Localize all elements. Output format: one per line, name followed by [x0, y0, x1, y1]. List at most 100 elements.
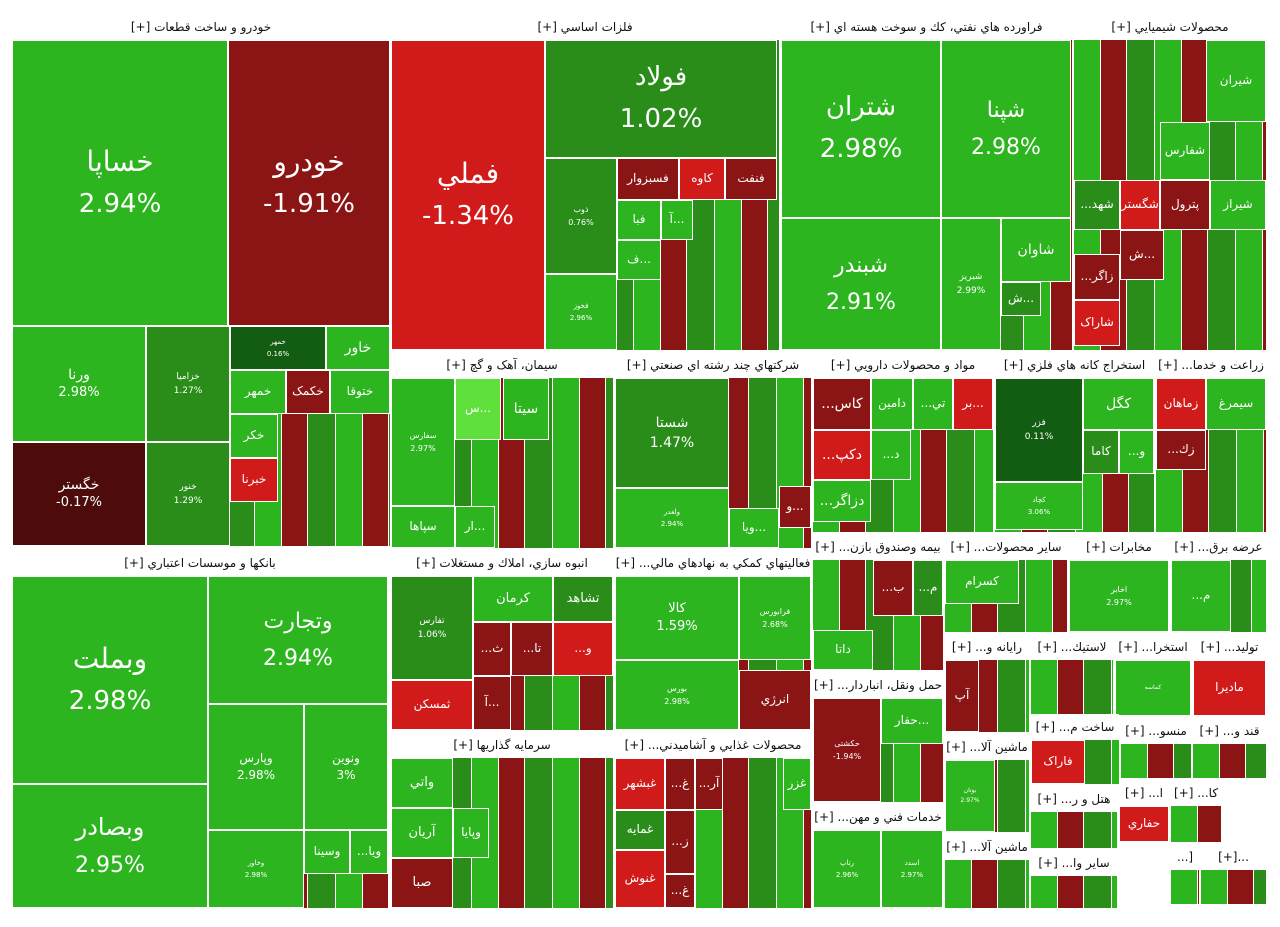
treemap-tile[interactable]: وبملت 2.98% [12, 576, 208, 784]
treemap-tile[interactable]: زماهان [1156, 378, 1206, 430]
treemap-tile[interactable]: تشاهد [553, 576, 613, 622]
treemap-tile[interactable]: ش... [1001, 282, 1041, 316]
treemap-tile[interactable]: بوتان 2.97% [945, 760, 995, 832]
treemap-tile[interactable]: سیمرغ [1206, 378, 1266, 430]
treemap-tile[interactable]: ورنا 2.98% [12, 326, 146, 442]
sector-header[interactable]: کا... [+] [1173, 786, 1219, 800]
treemap-tile[interactable]: غنوش [615, 850, 665, 908]
sector-header[interactable]: قند و... [+] [1199, 724, 1260, 738]
sector-header[interactable]: بیمه وصندوق بازن... [+] [815, 540, 941, 554]
treemap-tile[interactable]: سپاها [391, 506, 455, 548]
treemap-tile[interactable]: خمهر 0.16% [230, 326, 326, 370]
treemap-tile[interactable]: شاراک [1074, 300, 1120, 346]
treemap-tile[interactable]: انرژي [739, 670, 811, 730]
treemap-tile[interactable]: شپنا 2.98% [941, 40, 1071, 218]
sector-header[interactable]: حمل ونقل، انباردار... [+] [813, 678, 943, 692]
treemap-tile[interactable]: ...غ [665, 874, 695, 908]
treemap-tile[interactable]: کالا 1.59% [615, 576, 739, 660]
treemap-tile[interactable]: ولغدر 2.94% [615, 488, 729, 548]
treemap-tile[interactable]: وبصادر 2.95% [12, 784, 208, 908]
sector-header[interactable]: شرکتهاي چند رشته اي صنعتي [+] [626, 358, 800, 372]
sector-header[interactable]: ساخت م... [+] [1035, 720, 1115, 734]
treemap-tile[interactable]: ...تي [913, 378, 953, 430]
treemap-tile[interactable]: ...ب [873, 560, 913, 616]
sector-header[interactable]: توليد... [+] [1200, 640, 1259, 654]
sector-header[interactable]: خودرو و ساخت قطعات [+] [130, 20, 272, 34]
sector-header[interactable]: سیمان، آهک و گچ [+] [446, 358, 558, 372]
treemap-tile[interactable]: غمایه [615, 810, 665, 850]
treemap-tile[interactable]: ار... [455, 506, 495, 548]
sector-header[interactable]: عرضه برق... [+] [1174, 540, 1263, 554]
treemap-tile[interactable]: ف... [617, 240, 661, 280]
treemap-tile[interactable]: ...آر [695, 758, 723, 810]
treemap-tile[interactable]: ...غ [665, 758, 695, 810]
sector-header[interactable]: رايانه و... [+] [951, 640, 1023, 654]
sector-header[interactable]: بانکها و موسسات اعتباري [+] [124, 556, 276, 570]
treemap-tile[interactable]: وپایا [453, 808, 489, 858]
treemap-tile[interactable]: شستا 1.47% [615, 378, 729, 488]
treemap-tile[interactable]: ...ویا [350, 830, 388, 874]
treemap-tile[interactable]: وخاور 2.98% [208, 830, 304, 908]
treemap-tile[interactable]: خساپا 2.94% [12, 40, 228, 326]
treemap-tile[interactable]: کسرام [945, 560, 1019, 604]
sector-header[interactable]: [... [1176, 850, 1194, 864]
treemap-tile[interactable]: کگل [1083, 378, 1154, 430]
treemap-tile[interactable]: شیراز [1210, 180, 1266, 230]
treemap-tile[interactable]: فملي -1.34% [391, 40, 545, 350]
treemap-tile[interactable]: ...تا [511, 622, 553, 676]
treemap-tile[interactable]: مادیرا [1193, 660, 1266, 716]
sector-header[interactable]: فلزات اساسي [+] [537, 20, 633, 34]
treemap-tile[interactable]: فخوز 2.96% [545, 274, 617, 350]
treemap-tile[interactable]: ونوين 3% [304, 704, 388, 830]
sector-header[interactable]: زراعت و خدما... [+] [1158, 358, 1264, 372]
treemap-tile[interactable]: پترول [1160, 180, 1210, 230]
treemap-tile[interactable]: کماسه [1115, 660, 1191, 716]
treemap-tile[interactable]: فنفت [725, 158, 777, 200]
sector-header[interactable]: خدمات فني و مهن... [+] [814, 810, 942, 824]
treemap-tile[interactable]: فسبزوار [617, 158, 679, 200]
treemap-tile[interactable]: خزامیا 1.27% [146, 326, 230, 442]
sector-header[interactable]: ساير وا... [+] [1038, 856, 1110, 870]
treemap-tile[interactable]: حفاري [1119, 806, 1169, 842]
treemap-tile[interactable]: صبا [391, 858, 453, 908]
treemap-tile[interactable]: ...و [1119, 430, 1154, 474]
sector-header[interactable]: هتل و ر... [+] [1037, 792, 1111, 806]
treemap-tile[interactable]: ذوب 0.76% [545, 158, 617, 274]
treemap-tile[interactable]: شبریز 2.99% [941, 218, 1001, 350]
treemap-tile[interactable]: ...شهد [1074, 180, 1120, 230]
treemap-tile[interactable]: وپارس 2.98% [208, 704, 304, 830]
treemap-tile[interactable]: ختوقا [330, 370, 390, 414]
treemap-tile[interactable]: اخابر 2.97% [1069, 560, 1169, 632]
treemap-tile[interactable]: ...زاگر [1074, 254, 1120, 300]
treemap-tile[interactable]: غزر [783, 758, 811, 810]
treemap-tile[interactable]: فاراک [1031, 740, 1085, 784]
treemap-tile[interactable]: ...دزاگر [813, 480, 871, 522]
treemap-tile[interactable]: وسینا [304, 830, 350, 874]
treemap-tile[interactable]: سیتا [503, 378, 549, 440]
treemap-tile[interactable]: ...ز [665, 810, 695, 874]
treemap-tile[interactable]: ...کاس [813, 378, 871, 430]
sector-header[interactable]: فعاليتهاي كمكي به نهادهاي مالي... [+] [615, 556, 811, 570]
treemap-tile[interactable]: فرابورس 2.68% [739, 576, 811, 660]
sector-header[interactable]: منسو... [+] [1125, 724, 1187, 738]
sector-header[interactable]: ساير محصولات... [+] [950, 540, 1062, 554]
treemap-tile[interactable]: رتاپ 2.96% [813, 830, 881, 908]
treemap-tile[interactable]: فولاد 1.02% [545, 40, 777, 158]
sector-header[interactable]: ماشين آلا... [+] [946, 840, 1028, 854]
treemap-tile[interactable]: فزر 0.11% [995, 378, 1083, 482]
sector-header[interactable]: محصولات غذايي و آشاميدني... [+] [624, 738, 802, 752]
treemap-tile[interactable]: بر... [953, 378, 993, 430]
sector-header[interactable]: مواد و محصولات دارويي [+] [830, 358, 976, 372]
treemap-tile[interactable]: س... [455, 378, 501, 440]
treemap-tile[interactable]: کرمان [473, 576, 553, 622]
treemap-tile[interactable]: شتران 2.98% [781, 40, 941, 218]
sector-header[interactable]: انبوه سازي، املاك و مستغلات [+] [416, 556, 588, 570]
treemap-tile[interactable]: آریان [391, 808, 453, 858]
treemap-tile[interactable]: خنور 1.29% [146, 442, 230, 546]
treemap-tile[interactable]: ...م [913, 560, 943, 616]
sector-header[interactable]: محصولات شيميايي [+] [1111, 20, 1229, 34]
sector-header[interactable]: فراورده هاي نفتي، كك و سوخت هسته اي [+] [810, 20, 1043, 34]
treemap-tile[interactable]: خگستر -0.17% [12, 442, 146, 546]
treemap-tile[interactable]: ثمسکن [391, 680, 473, 730]
treemap-tile[interactable]: شیران [1206, 40, 1266, 122]
